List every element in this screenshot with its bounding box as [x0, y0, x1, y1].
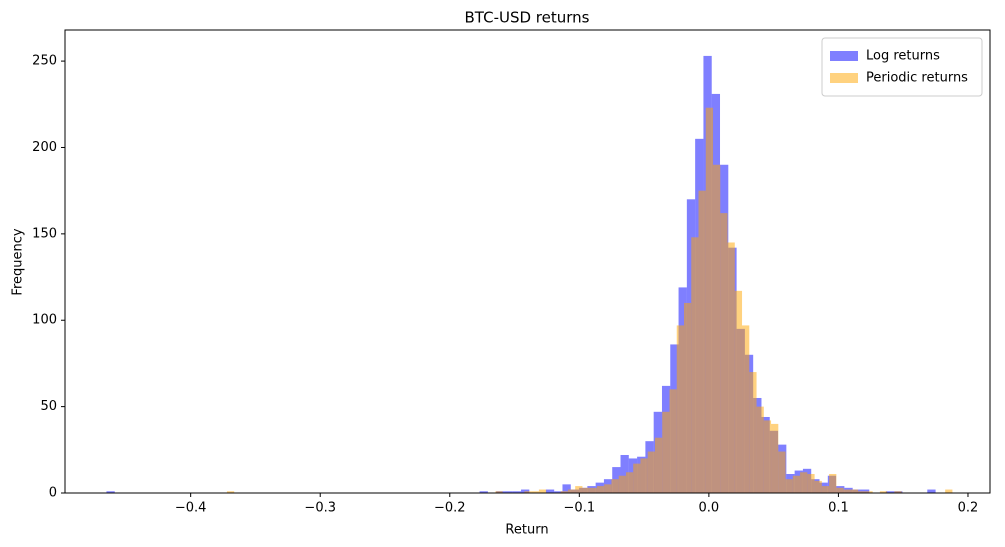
bar [785, 479, 793, 493]
bar [763, 420, 772, 493]
y-tick-label: 0 [49, 486, 57, 501]
bar [771, 423, 779, 493]
plot-frame [64, 29, 991, 494]
bar [504, 491, 513, 493]
bar [596, 486, 605, 493]
bar [669, 389, 677, 493]
bar [562, 484, 571, 493]
bar [479, 491, 488, 493]
bar [814, 480, 822, 493]
bar [927, 489, 936, 493]
bar [524, 491, 532, 493]
bar [620, 454, 629, 493]
x-tick-label: −0.2 [434, 501, 466, 516]
bar [742, 325, 750, 493]
bar [698, 190, 706, 493]
bar [662, 411, 670, 493]
bar [727, 242, 735, 493]
bar [618, 475, 626, 493]
bar [894, 491, 902, 493]
bar [545, 489, 555, 493]
bar [512, 491, 522, 493]
bar [106, 491, 115, 493]
bar [843, 489, 851, 493]
bar [683, 302, 692, 493]
bar [945, 489, 953, 493]
bar [676, 325, 684, 493]
x-axis-label: Return [505, 523, 548, 538]
x-tick-label: −0.3 [304, 501, 336, 516]
chart-title: BTC-USD returns [465, 9, 590, 27]
bar [850, 489, 859, 493]
bar [829, 473, 837, 493]
bar [778, 451, 786, 493]
bar [858, 491, 866, 493]
bar [226, 491, 235, 493]
y-tick-label: 50 [40, 399, 57, 414]
bar [865, 491, 873, 493]
bar [720, 213, 728, 493]
legend-swatch [830, 73, 858, 83]
bar [654, 437, 663, 493]
y-axis-label: Frequency [11, 228, 26, 295]
bar [531, 491, 539, 493]
bar [821, 486, 830, 493]
legend-frame [821, 37, 983, 97]
bar [691, 237, 699, 493]
bar [807, 473, 815, 493]
bar [611, 479, 619, 493]
bar [734, 290, 743, 493]
bar [705, 107, 714, 493]
bar [567, 489, 576, 493]
bar [495, 491, 503, 493]
bar [640, 458, 648, 493]
bar [749, 372, 757, 493]
legend: Log returns Periodic returns [821, 37, 983, 97]
x-tick-label: −0.4 [175, 501, 207, 516]
bar [792, 475, 801, 493]
bar [625, 472, 634, 493]
legend-swatch [830, 51, 858, 61]
x-tick-label: 0.1 [828, 501, 849, 516]
x-tick-label: 0.0 [699, 501, 720, 516]
y-tick-label: 200 [32, 140, 57, 155]
y-tick-label: 250 [32, 54, 57, 69]
y-tick-label: 150 [32, 226, 57, 241]
bar [575, 486, 583, 493]
bar [554, 491, 563, 493]
bar [879, 491, 888, 493]
bar [800, 472, 808, 493]
bar [756, 406, 764, 493]
bar [713, 164, 721, 494]
legend-label: Periodic returns [866, 71, 968, 86]
bar [582, 487, 590, 493]
bar [560, 491, 568, 493]
bar [604, 484, 612, 493]
bar [589, 487, 597, 493]
bar [633, 463, 641, 493]
bar [836, 487, 844, 493]
bar [885, 491, 895, 493]
bar [647, 451, 655, 493]
legend-label: Log returns [866, 49, 940, 64]
bar [538, 489, 547, 493]
y-tick-label: 100 [32, 313, 57, 328]
x-tick-label: −0.1 [564, 501, 596, 516]
x-tick-label: 0.2 [958, 501, 979, 516]
